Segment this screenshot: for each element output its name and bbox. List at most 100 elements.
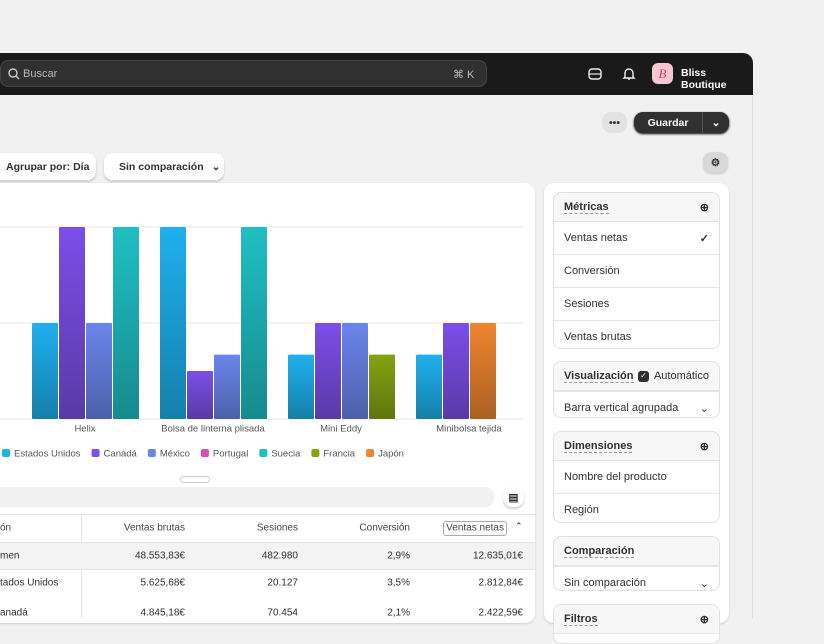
metric-item[interactable]: Ventas brutas	[554, 320, 719, 348]
dimension-item[interactable]: Región	[554, 493, 719, 522]
metric-item[interactable]: Sesiones	[554, 287, 719, 320]
legend-swatch	[91, 449, 100, 457]
metrics-header: Métricas ⊕	[554, 193, 719, 222]
legend-label: Francia	[323, 449, 355, 460]
visualization-value: Barra vertical agrupada	[564, 402, 679, 414]
bar	[241, 227, 267, 419]
bar	[470, 323, 496, 419]
sort-icon[interactable]: ⌃	[515, 521, 523, 531]
table-cell: 2,9%	[387, 551, 410, 562]
bell-icon[interactable]	[621, 66, 637, 82]
dimensions-title: Dimensiones	[564, 439, 633, 453]
bar	[416, 354, 442, 419]
sort-box	[443, 521, 507, 536]
visualization-box: Visualización ✓ Automático Barra vertical…	[553, 361, 720, 418]
auto-toggle[interactable]: ✓ Automático	[637, 370, 709, 382]
comparison-title: Comparación	[564, 544, 635, 558]
column-header: Conversión	[359, 523, 410, 534]
column-header: Ventas brutas	[124, 523, 185, 534]
bar	[214, 354, 240, 419]
filters-header: Filtros ⊕	[554, 605, 719, 634]
column-header: Ventas netas	[446, 523, 504, 534]
table-search[interactable]	[0, 487, 494, 507]
resize-handle[interactable]	[180, 476, 210, 483]
x-tick-label: Helix	[74, 424, 95, 435]
bar	[113, 227, 139, 419]
bar	[59, 227, 85, 419]
dimension-item-label: Región	[564, 504, 599, 516]
visualization-title: Visualización	[564, 369, 634, 383]
table-cell: tados Unidos	[0, 578, 58, 589]
search-icon	[8, 68, 20, 80]
x-tick-label: Bolsa de linterna plisada	[161, 424, 265, 435]
legend-label: Canadá	[104, 449, 138, 460]
bar	[160, 227, 186, 419]
column-header: ón	[0, 523, 11, 534]
metric-item-label: Sesiones	[564, 298, 610, 310]
table-cell: 70.454	[267, 608, 298, 618]
inbox-icon[interactable]	[587, 66, 603, 82]
check: ✓	[699, 232, 709, 245]
dimensions-box: Dimensiones ⊕ Nombre del producto Región	[553, 431, 720, 523]
dimension-item-label: Nombre del producto	[564, 471, 667, 483]
group-by-button[interactable]: Agrupar por: Día	[0, 153, 96, 181]
filters-title: Filtros	[564, 612, 598, 626]
bar	[342, 323, 368, 419]
bar	[288, 354, 314, 419]
table-cell: 2.422,59€	[479, 608, 524, 618]
comparison-header: Comparación	[554, 537, 719, 566]
dimension-item[interactable]: Nombre del producto	[554, 461, 719, 493]
filters-box: Filtros ⊕	[553, 604, 720, 644]
column-header: Sesiones	[257, 523, 298, 534]
table-cell: 482.980	[262, 551, 299, 562]
table-cell: 48.553,83€	[135, 551, 185, 562]
search-placeholder: Buscar	[23, 68, 58, 80]
legend-label: Japón	[378, 449, 404, 460]
comparison-box: Comparación Sin comparación ⌄	[553, 536, 720, 591]
add-icon[interactable]: ⊕	[699, 201, 709, 214]
table-cell: 12.635,01€	[473, 551, 523, 562]
side-panel: Métricas ⊕ Ventas netas ✓ Conversión Sesione…	[544, 183, 729, 644]
legend-label: Estados Unidos	[14, 449, 81, 460]
bar	[86, 323, 112, 419]
legend-label: Suecia	[271, 449, 301, 460]
settings-button[interactable]: ⚙	[703, 152, 728, 173]
table-cell: anadá	[0, 608, 28, 618]
metric-item-label: Ventas brutas	[564, 331, 632, 343]
legend-swatch	[366, 449, 375, 457]
page: Buscar ⌘ K B Bliss Boutique ••• Guardar …	[0, 53, 753, 644]
table-cell: 5.625,68€	[141, 578, 186, 589]
legend-swatch	[200, 449, 209, 457]
table-cell: 2,1%	[387, 608, 410, 618]
visualization-select[interactable]: Barra vertical agrupada ⌄	[554, 391, 719, 417]
table-cell: 20.127	[267, 578, 298, 589]
table-view-button[interactable]: ▤	[503, 487, 524, 508]
comparison-button[interactable]: Sin comparación ⌄	[104, 153, 224, 181]
summary-row-bg	[0, 542, 535, 570]
metrics-box: Métricas ⊕ Ventas netas ✓ Conversión Sesione…	[553, 192, 720, 349]
metric-item[interactable]: Conversión	[554, 254, 719, 287]
add-icon[interactable]: ⊕	[699, 440, 709, 453]
avatar[interactable]: B	[652, 63, 673, 84]
legend-label: México	[160, 449, 190, 460]
table-cell: men	[0, 551, 19, 562]
shortcut: ⌘ K	[453, 69, 475, 81]
comparison-value: Sin comparación	[564, 577, 646, 589]
x-tick-label: Mini Eddy	[320, 424, 362, 435]
table-cell: 3,5%	[387, 578, 410, 589]
legend-swatch	[2, 449, 10, 457]
visualization-header: Visualización ✓ Automático	[554, 362, 719, 391]
more-button[interactable]: •••	[602, 112, 627, 133]
search[interactable]: Buscar ⌘ K	[0, 60, 487, 87]
save-button[interactable]: Guardar ⌄	[634, 112, 729, 133]
comparison-select[interactable]: Sin comparación ⌄	[554, 566, 719, 590]
topbar: Buscar ⌘ K B Bliss Boutique	[0, 53, 753, 95]
metric-item[interactable]: Ventas netas ✓	[554, 222, 719, 254]
bar	[32, 323, 58, 419]
group-by-label: Agrupar por: Día	[6, 161, 90, 173]
save-menu[interactable]: ⌄	[702, 112, 729, 133]
bar	[187, 371, 213, 419]
table-cell: 2.812,84€	[479, 578, 524, 589]
save-label: Guardar	[647, 116, 689, 129]
metric-item-label: Ventas netas	[564, 232, 628, 244]
